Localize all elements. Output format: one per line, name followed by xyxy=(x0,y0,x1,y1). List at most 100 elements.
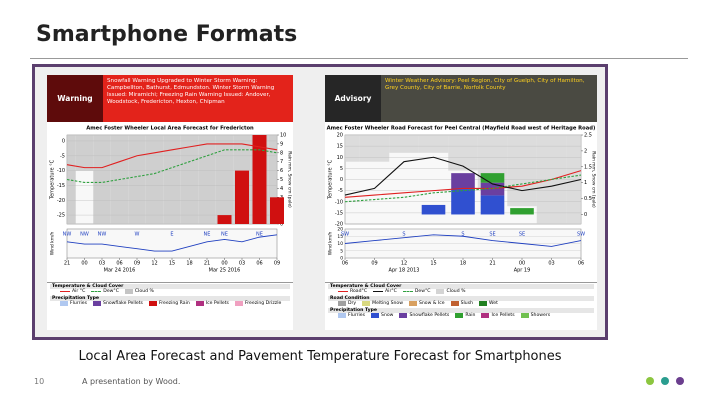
temperature-line xyxy=(344,156,582,196)
banner-label: Advisory xyxy=(325,75,381,122)
banner: Warning Snowfall Warning Upgraded to Wint… xyxy=(47,75,293,122)
cloud-cover xyxy=(389,135,419,153)
legend-section: Temperature & Cloud Cover Road°C Air°C Dew°… xyxy=(328,284,594,294)
cloud-cover xyxy=(448,135,478,171)
temperature-line xyxy=(344,174,582,203)
y2-tick-label: 6 xyxy=(280,168,283,174)
x-tick-label: 21 xyxy=(64,261,70,267)
y-tick-label: 0 xyxy=(62,138,65,144)
y2-tick-label: 2.5 xyxy=(584,133,592,139)
wind-tick-label: 15 xyxy=(337,234,343,240)
legend-swatch xyxy=(481,313,490,318)
legend-swatch xyxy=(60,301,68,306)
y2-tick-label: 0 xyxy=(280,222,283,228)
legend-item: Snowflake Pellets xyxy=(93,301,143,306)
cloud-cover xyxy=(93,135,111,224)
legend: Temperature & Cloud Cover Road°C Air°C Dew°… xyxy=(325,282,597,321)
page-number: 10 xyxy=(34,377,45,386)
date-label: Mar 25 2016 xyxy=(209,268,241,274)
legend-item: Wet xyxy=(479,301,498,306)
legend-item: Flurries xyxy=(338,313,365,318)
y2-tick-label: 5 xyxy=(280,177,283,183)
wind-direction: NW xyxy=(80,232,89,238)
x-tick-label: 15 xyxy=(169,261,175,267)
wind-area xyxy=(66,228,278,259)
x-tick-label: 12 xyxy=(401,261,407,267)
y-tick-label: 0 xyxy=(340,177,343,183)
wind-direction: NE xyxy=(221,232,228,238)
wind-line xyxy=(344,234,582,247)
x-tick-label: 03 xyxy=(548,261,554,267)
legend-item: Snowflake Pellets xyxy=(399,313,449,318)
legend-item: Flurries xyxy=(60,301,87,306)
wind-axis-label: Wind km/h xyxy=(328,232,334,256)
y2-tick-label: 10 xyxy=(280,133,286,139)
x-tick-label: 00 xyxy=(519,261,525,267)
wind-direction: NE xyxy=(256,232,263,238)
y2-tick-label: 1.5 xyxy=(584,164,592,170)
wind-axis-label: Wind km/h xyxy=(50,232,56,256)
legend-title: Precipitation Type xyxy=(50,296,290,301)
wind-direction: SW xyxy=(577,232,585,238)
y-tick-label: -5 xyxy=(60,153,65,159)
legend-label: Ice Pellets xyxy=(491,313,515,318)
cloud-cover xyxy=(507,135,537,207)
legend-swatch xyxy=(124,289,133,294)
x-tick-label: 06 xyxy=(578,261,584,267)
wind-tick-label: 5 xyxy=(340,248,343,254)
legend-swatch xyxy=(520,313,529,318)
legend-swatch xyxy=(234,301,243,306)
precip-bar xyxy=(480,182,505,196)
cloud-cover xyxy=(198,135,216,224)
legend-label: Flurries xyxy=(348,313,366,318)
legend-item: Slush xyxy=(450,301,473,306)
legend-swatch xyxy=(362,301,371,306)
banner: Advisory Winter Weather Advisory: Peel Re… xyxy=(325,75,597,122)
legend-item: Melting Snow xyxy=(362,301,403,306)
legend-items: Air °C Dew°C Cloud % xyxy=(50,289,290,294)
wind-line xyxy=(66,234,278,252)
legend-label: Cloud % xyxy=(446,289,466,294)
cloud-cover xyxy=(345,135,360,162)
legend-items: Flurries Snowflake Pellets Freezing Rain Ic… xyxy=(50,301,290,306)
legend-label: Dew°C xyxy=(414,289,431,294)
x-tick-label: 06 xyxy=(116,261,122,267)
cloud-cover xyxy=(268,135,277,224)
y-tick-label: 10 xyxy=(337,155,343,161)
legend-swatch xyxy=(91,291,102,292)
legend-items: Road°C Air°C Dew°C Cloud % xyxy=(328,289,594,294)
forecast-chart: Amec Foster Wheeler Local Area Forecast … xyxy=(50,126,293,274)
forecast-panel: Advisory Winter Weather Advisory: Peel Re… xyxy=(325,75,597,330)
legend-label: Freezing Drizzle xyxy=(244,301,282,306)
precip-bar xyxy=(270,197,284,224)
x-tick-label: 09 xyxy=(371,261,377,267)
wind-tick-label: 0 xyxy=(340,256,343,262)
legend-swatch xyxy=(408,301,417,306)
wind-direction: NW xyxy=(63,232,72,238)
cloud-cover xyxy=(145,135,164,224)
legend-section: Road Condition Dry Melting Snow Snow & Ice S… xyxy=(328,296,594,306)
x-tick-label: 21 xyxy=(204,261,210,267)
precip-bar xyxy=(480,173,505,183)
legend-item: Showers xyxy=(520,313,550,318)
precip-bar xyxy=(451,189,475,215)
legend-label: Snowflake Pellets xyxy=(103,301,143,306)
banner-text: Winter Weather Advisory: Peel Region, Ci… xyxy=(381,75,597,122)
temperature-line xyxy=(344,170,582,198)
legend-swatch xyxy=(373,291,384,292)
legend-swatch xyxy=(436,289,445,294)
cloud-cover xyxy=(75,135,94,171)
footer: A presentation by Wood. xyxy=(82,377,181,386)
cloud-cover xyxy=(128,135,146,224)
legend-swatch xyxy=(93,301,102,306)
y2-tick-label: 7 xyxy=(280,159,283,165)
legend-swatch xyxy=(148,301,157,306)
wind-direction: NE xyxy=(204,232,211,238)
y-tick-label: -20 xyxy=(57,198,65,204)
cloud-cover xyxy=(67,135,76,224)
x-tick-label: 09 xyxy=(274,261,280,267)
legend-item: Dry xyxy=(338,301,356,306)
x-tick-label: 15 xyxy=(430,261,436,267)
wind-direction: NW xyxy=(98,232,107,238)
legend-title: Temperature & Cloud Cover xyxy=(50,284,290,289)
